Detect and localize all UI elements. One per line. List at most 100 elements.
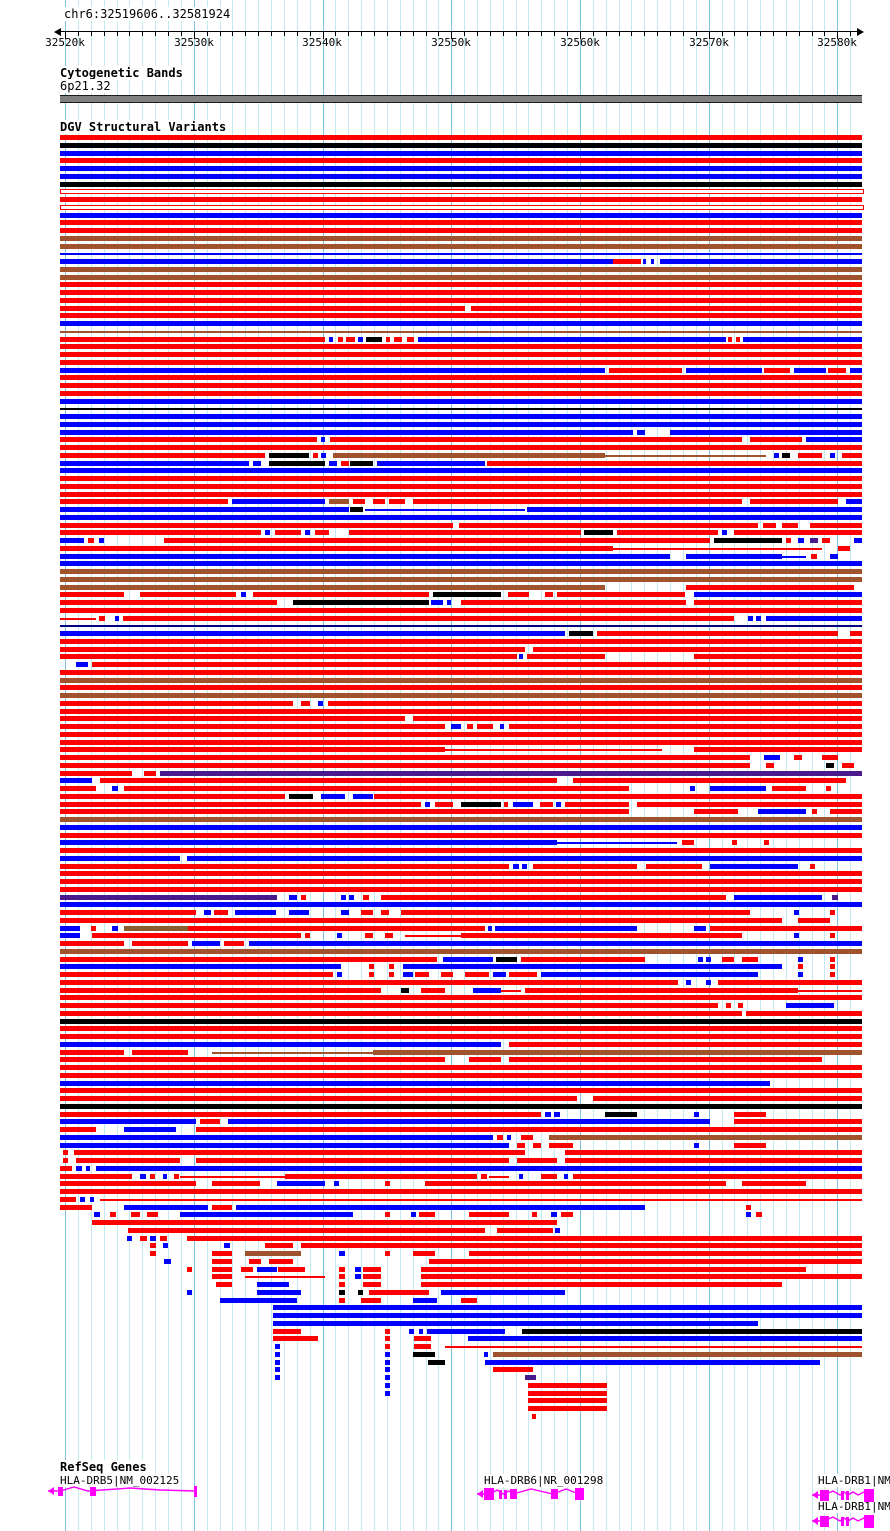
variant-bar[interactable]: [274, 1367, 280, 1373]
variant-bar[interactable]: [60, 421, 862, 427]
variant-bar[interactable]: [384, 1359, 391, 1365]
variant-bar[interactable]: [733, 530, 862, 536]
variant-bar[interactable]: [60, 499, 229, 505]
variant-bar[interactable]: [709, 786, 766, 791]
variant-bar[interactable]: [797, 452, 822, 458]
variant-bar[interactable]: [781, 452, 790, 458]
variant-bar[interactable]: [60, 646, 526, 652]
variant-bar[interactable]: [415, 972, 429, 977]
variant-bar[interactable]: [376, 460, 486, 466]
variant-bar[interactable]: [60, 1189, 862, 1194]
variant-bar[interactable]: [196, 1127, 862, 1132]
variant-bar[interactable]: [445, 749, 662, 752]
variant-bar[interactable]: [706, 956, 712, 962]
variant-bar[interactable]: [358, 1289, 364, 1295]
variant-bar[interactable]: [785, 538, 792, 543]
variant-bar[interactable]: [241, 592, 247, 598]
variant-bar[interactable]: [60, 1134, 494, 1140]
variant-bar[interactable]: [149, 1235, 157, 1241]
variant-bar[interactable]: [645, 863, 702, 869]
variant-bar[interactable]: [160, 1235, 167, 1241]
variant-bar[interactable]: [805, 437, 862, 443]
variant-bar[interactable]: [613, 259, 641, 264]
variant-bar[interactable]: [60, 313, 862, 319]
variant-bar[interactable]: [693, 809, 738, 815]
variant-bar[interactable]: [268, 460, 325, 466]
variant-bar[interactable]: [60, 429, 634, 435]
variant-bar[interactable]: [60, 375, 862, 381]
variant-bar[interactable]: [764, 840, 769, 846]
variant-bar[interactable]: [60, 731, 862, 737]
variant-bar[interactable]: [451, 724, 461, 729]
variant-bar[interactable]: [503, 801, 508, 807]
variant-bar[interactable]: [557, 592, 686, 598]
variant-bar[interactable]: [60, 282, 862, 288]
variant-bar[interactable]: [60, 917, 782, 923]
variant-bar[interactable]: [473, 987, 502, 993]
variant-bar[interactable]: [733, 894, 822, 900]
variant-bar[interactable]: [60, 972, 333, 977]
variant-bar[interactable]: [60, 762, 750, 768]
variant-bar[interactable]: [192, 941, 221, 946]
variant-bar[interactable]: [60, 755, 750, 760]
variant-bar[interactable]: [737, 1003, 744, 1008]
variant-bar[interactable]: [60, 855, 181, 861]
variant-bar[interactable]: [60, 747, 445, 753]
variant-bar[interactable]: [60, 437, 317, 443]
variant-bar[interactable]: [412, 499, 742, 505]
variant-bar[interactable]: [162, 1173, 168, 1179]
variant-bar[interactable]: [403, 972, 413, 977]
variant-bar[interactable]: [252, 460, 261, 466]
variant-bar[interactable]: [149, 1243, 157, 1249]
variant-bar[interactable]: [446, 600, 452, 605]
variant-bar[interactable]: [92, 933, 301, 939]
variant-bar[interactable]: [613, 547, 822, 550]
variant-bar[interactable]: [339, 1266, 345, 1272]
variant-bar[interactable]: [829, 972, 836, 977]
variant-bar[interactable]: [60, 693, 862, 698]
variant-bar[interactable]: [513, 863, 519, 869]
variant-bar[interactable]: [732, 840, 737, 846]
variant-bar[interactable]: [212, 1051, 373, 1054]
variant-bar[interactable]: [410, 1212, 417, 1218]
variant-bar[interactable]: [733, 1142, 766, 1148]
variant-bar[interactable]: [526, 507, 862, 512]
variant-bar[interactable]: [63, 1150, 68, 1156]
variant-bar[interactable]: [284, 1173, 478, 1179]
variant-bar[interactable]: [412, 1297, 437, 1303]
variant-bar[interactable]: [268, 1258, 293, 1264]
variant-bar[interactable]: [60, 1103, 862, 1109]
variant-bar[interactable]: [749, 499, 838, 505]
variant-bar[interactable]: [685, 553, 782, 559]
variant-bar[interactable]: [92, 662, 862, 667]
variant-bar[interactable]: [521, 1134, 534, 1140]
variant-bar[interactable]: [412, 1351, 435, 1357]
variant-bar[interactable]: [328, 336, 334, 342]
variant-bar[interactable]: [555, 801, 562, 807]
variant-bar[interactable]: [417, 336, 726, 342]
variant-bar[interactable]: [60, 584, 606, 590]
variant-bar[interactable]: [224, 941, 245, 946]
variant-bar[interactable]: [764, 755, 781, 760]
variant-bar[interactable]: [637, 429, 646, 435]
gene-glyph[interactable]: [48, 1486, 197, 1497]
variant-bar[interactable]: [186, 1266, 193, 1272]
variant-bar[interactable]: [797, 964, 804, 970]
variant-bar[interactable]: [368, 964, 375, 970]
variant-bar[interactable]: [733, 1111, 766, 1117]
variant-bar[interactable]: [793, 910, 800, 915]
variant-bar[interactable]: [212, 1266, 233, 1272]
variant-bar[interactable]: [745, 1212, 752, 1218]
variant-bar[interactable]: [60, 592, 125, 598]
variant-bar[interactable]: [60, 522, 453, 528]
variant-bar[interactable]: [60, 545, 614, 551]
variant-bar[interactable]: [60, 204, 864, 210]
variant-bar[interactable]: [829, 910, 836, 915]
variant-bar[interactable]: [188, 925, 485, 931]
variant-bar[interactable]: [825, 786, 832, 791]
variant-bar[interactable]: [669, 429, 862, 435]
variant-bar[interactable]: [60, 150, 862, 156]
variant-bar[interactable]: [60, 786, 97, 791]
variant-bar[interactable]: [76, 1165, 82, 1171]
variant-bar[interactable]: [812, 809, 818, 815]
